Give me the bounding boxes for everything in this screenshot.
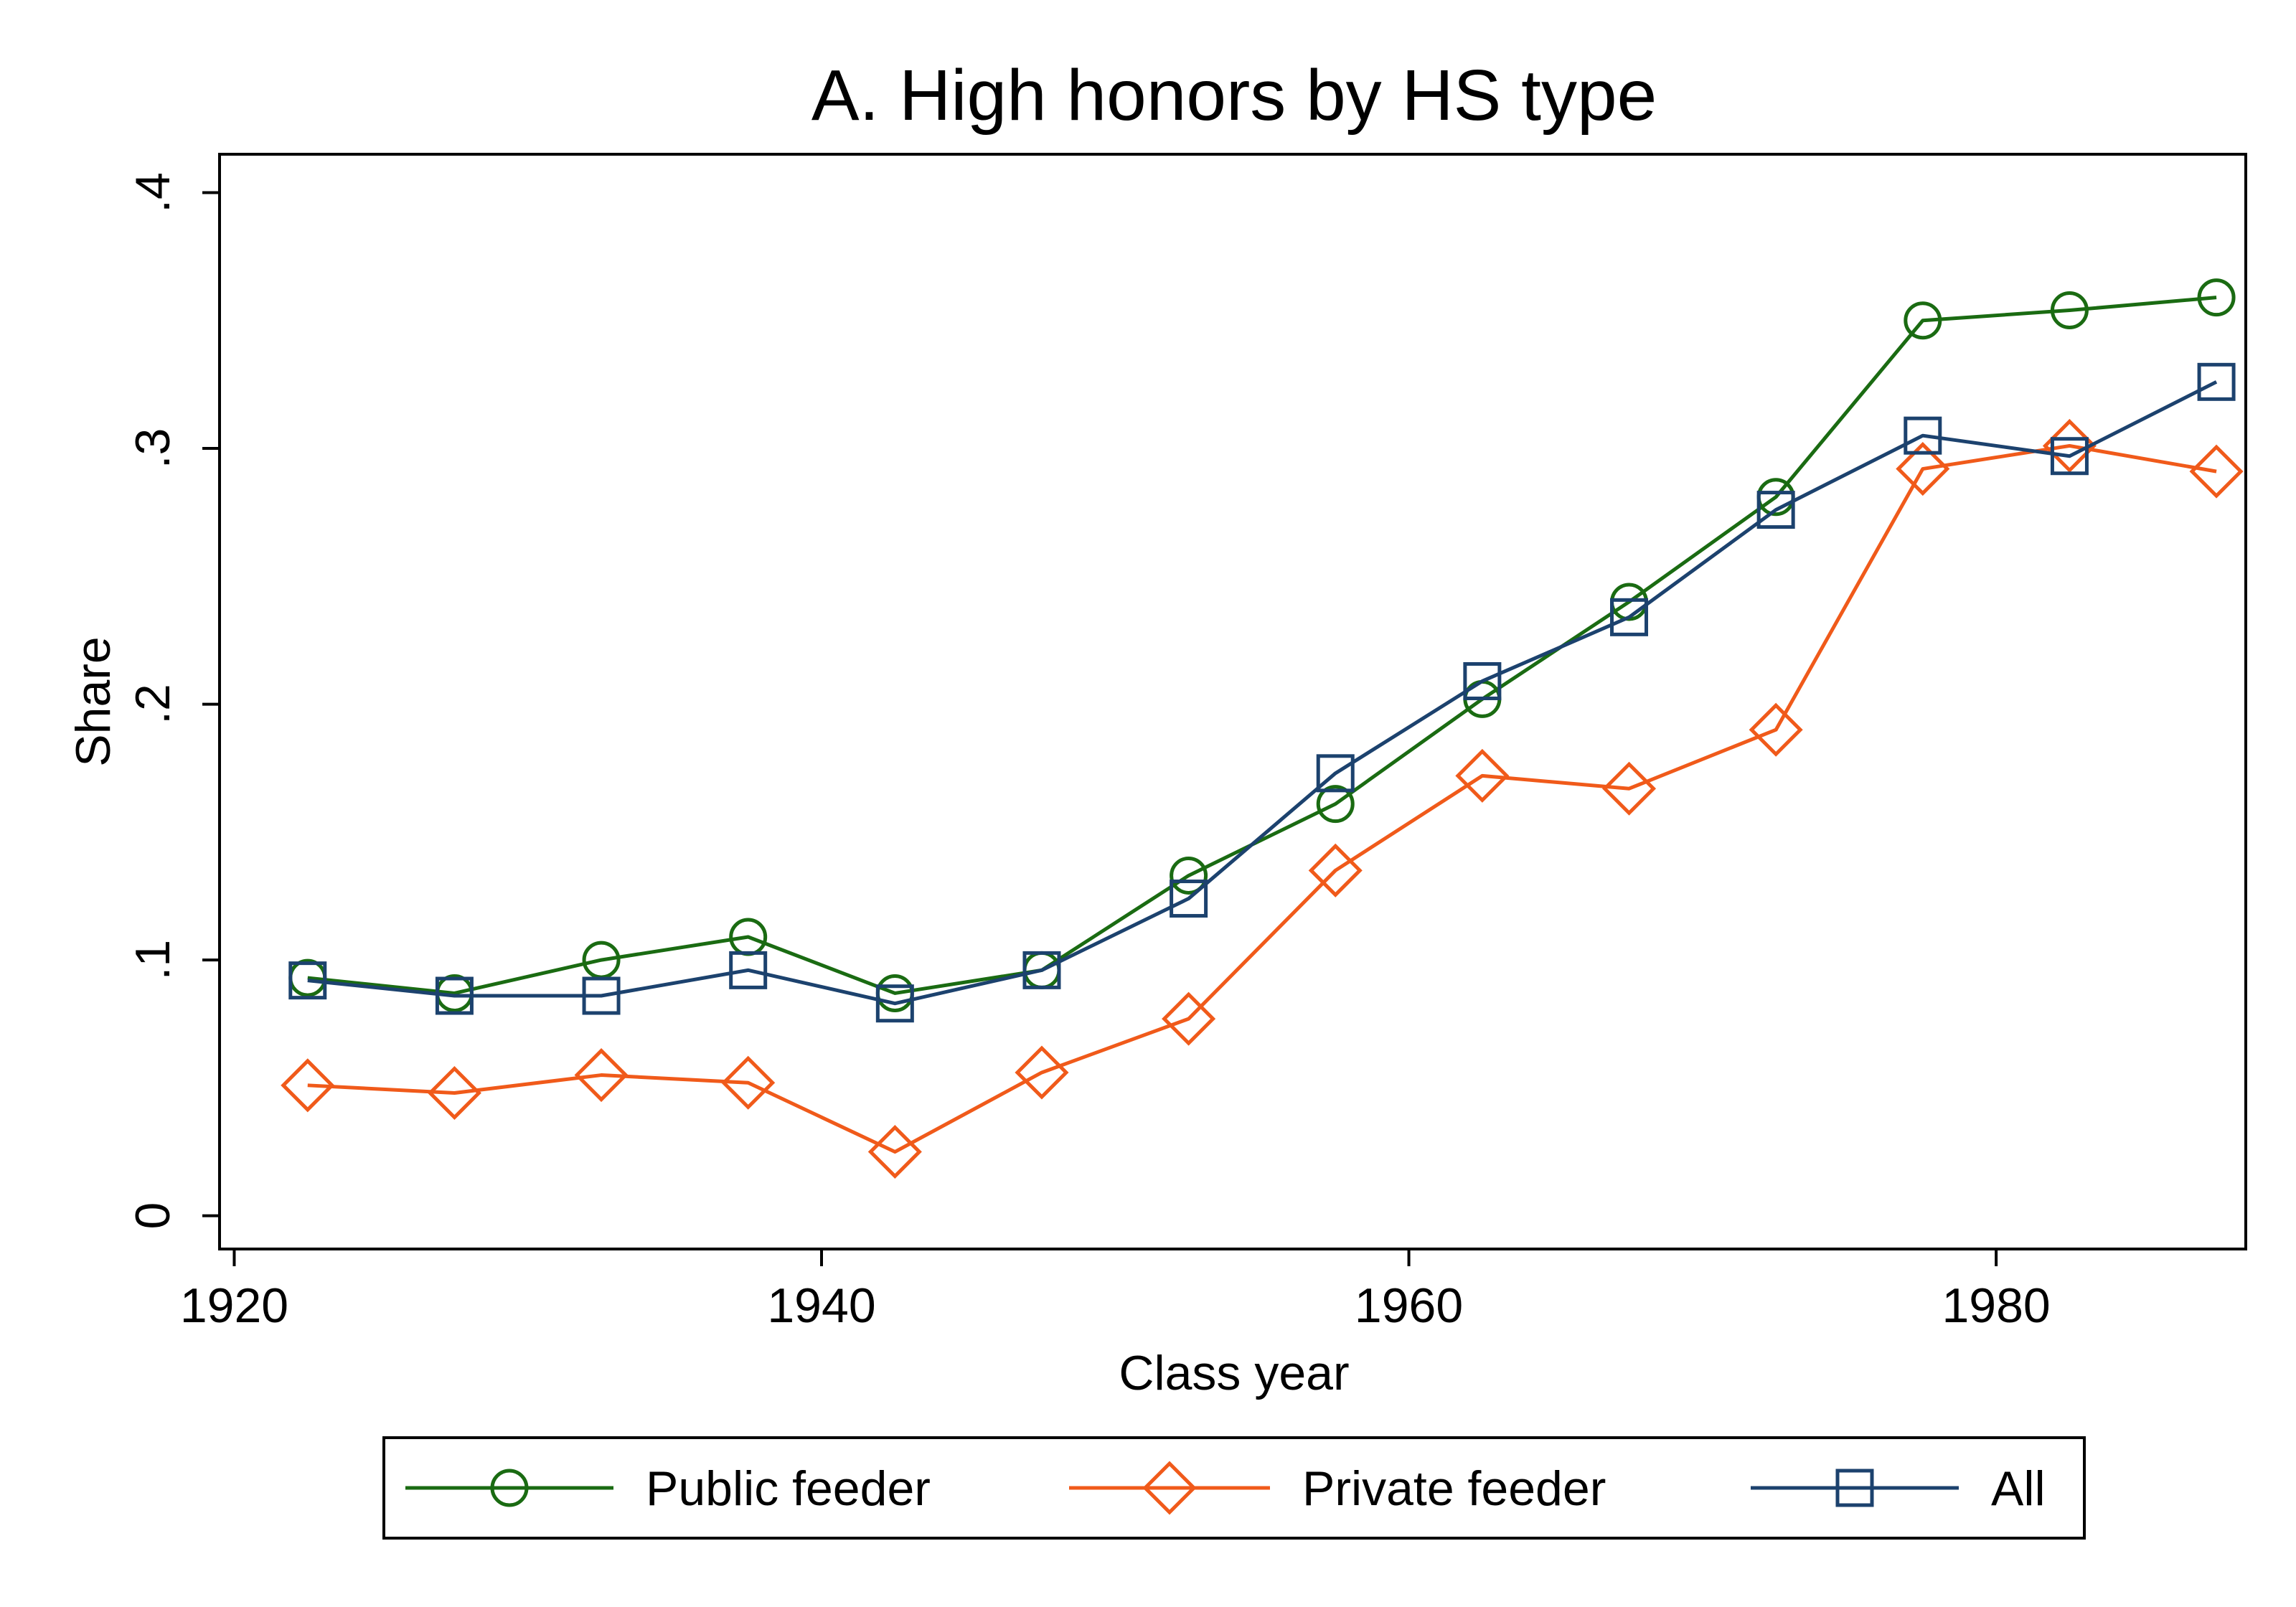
data-point-public-feeder [2050, 291, 2089, 329]
x-tick-label: 1940 [767, 1278, 875, 1333]
legend-item-private-feeder: Private feeder [1069, 1461, 1606, 1516]
legend: Public feeder Private feeder All [382, 1436, 2086, 1540]
y-tick-label: .2 [126, 684, 180, 725]
data-point-all [1170, 880, 1208, 918]
data-point-private-feeder [1455, 748, 1510, 803]
legend-item-public-feeder: Public feeder [405, 1461, 931, 1516]
y-tick-label: .1 [126, 940, 180, 981]
legend-label-private-feeder: Private feeder [1302, 1461, 1606, 1516]
data-point-all [288, 961, 327, 1000]
data-point-all [1756, 491, 1795, 529]
data-point-all [1463, 661, 1502, 700]
series-private-feeder [281, 418, 2244, 1179]
data-point-private-feeder [281, 1058, 335, 1113]
y-tick-label: .3 [126, 428, 180, 469]
legend-label-all: All [1991, 1461, 2046, 1516]
x-ticks: 1920 1940 1960 1980 [180, 1249, 2051, 1333]
data-point-all [2050, 437, 2089, 476]
legend-item-all: All [1751, 1461, 2046, 1516]
data-point-public-feeder [1904, 301, 1942, 340]
data-point-private-feeder [574, 1048, 629, 1103]
y-axis-label: Share [66, 636, 121, 766]
legend-marker-all [1835, 1469, 1874, 1507]
data-point-all [435, 976, 474, 1015]
legend-marker-private-feeder [1142, 1461, 1197, 1515]
data-point-all [2197, 362, 2236, 401]
series-layer [281, 278, 2244, 1179]
legend-label-public-feeder: Public feeder [646, 1461, 931, 1516]
data-point-private-feeder [2189, 444, 2244, 499]
x-tick-label: 1960 [1355, 1278, 1463, 1333]
legend-marker-public-feeder [490, 1469, 529, 1507]
data-point-all [1316, 754, 1355, 793]
data-point-public-feeder [1170, 856, 1208, 895]
data-point-all [1610, 598, 1649, 636]
x-axis-label: Class year [1119, 1346, 1349, 1400]
y-tick-label: .4 [126, 172, 180, 213]
y-tick-label: 0 [126, 1202, 180, 1230]
data-point-public-feeder [2197, 278, 2236, 317]
data-point-all [875, 984, 914, 1023]
legend-items: Public feeder Private feeder All [405, 1461, 2046, 1516]
y-ticks: 0 .1 .2 .3 .4 [126, 172, 220, 1230]
series-line-all [307, 380, 2218, 1006]
data-point-all [1904, 416, 1942, 455]
data-point-private-feeder [1896, 442, 1950, 496]
x-tick-label: 1980 [1942, 1278, 2050, 1333]
data-point-public-feeder [1316, 785, 1355, 824]
data-point-private-feeder [427, 1065, 481, 1121]
x-tick-label: 1920 [180, 1278, 288, 1333]
data-point-private-feeder [1749, 702, 1803, 757]
data-point-private-feeder [1162, 991, 1216, 1046]
chart-title: A. High honors by HS type [811, 55, 1657, 136]
series-line-public-feeder [307, 296, 2217, 995]
data-point-private-feeder [1601, 761, 1657, 816]
data-point-private-feeder [721, 1055, 776, 1110]
data-point-private-feeder [867, 1124, 922, 1179]
data-point-all [729, 951, 768, 989]
data-point-all [582, 976, 621, 1015]
data-point-all [1022, 951, 1061, 989]
data-point-private-feeder [1308, 843, 1363, 897]
series-all [288, 362, 2236, 1023]
data-point-private-feeder [1015, 1045, 1069, 1100]
